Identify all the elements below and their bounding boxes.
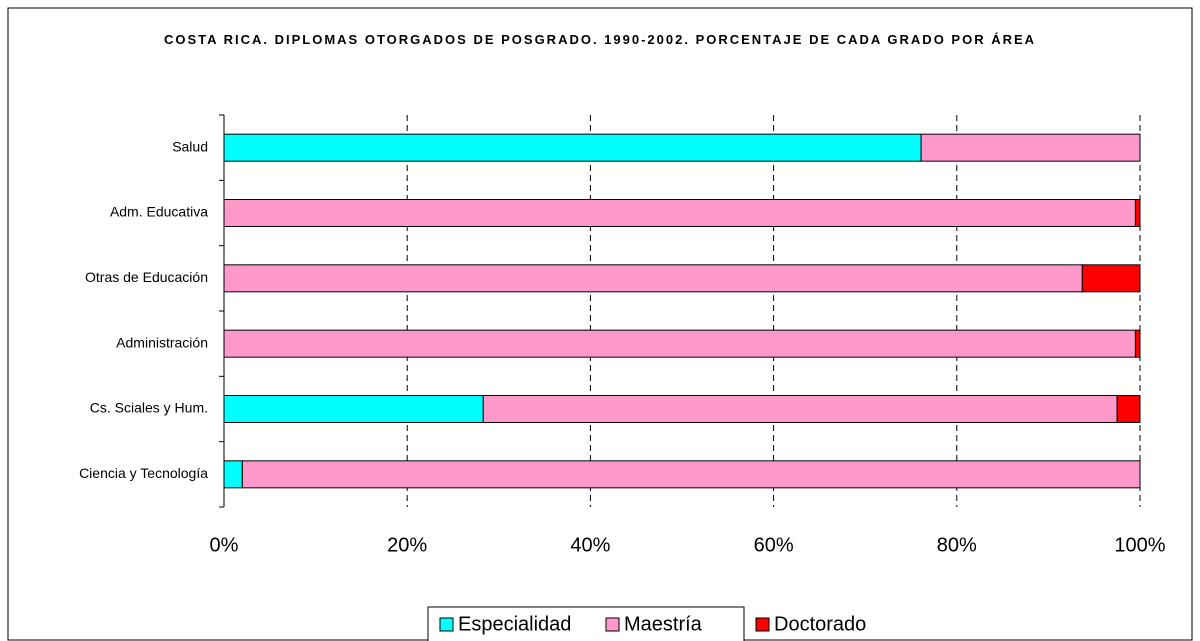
y-tick-label: Cs. Sciales y Hum. <box>90 400 208 416</box>
bar-segment <box>1116 395 1141 423</box>
x-tick-label: 100% <box>1114 534 1165 556</box>
bar-segment <box>1134 329 1141 358</box>
legend-swatch <box>755 617 770 632</box>
legend-label: Especialidad <box>458 613 571 635</box>
bar-segment <box>223 329 1136 358</box>
legend-label: Maestría <box>624 613 703 635</box>
bar-segment <box>241 460 1141 489</box>
bar-segment <box>223 199 1136 227</box>
x-tick-label: 60% <box>754 534 794 556</box>
legend-label: Doctorado <box>774 613 866 635</box>
legend-swatch <box>605 617 620 632</box>
bar-segment <box>223 264 1083 293</box>
bar-segment <box>223 133 922 162</box>
legend-box <box>427 606 745 641</box>
x-tick-label: 40% <box>570 534 610 556</box>
bar-segment <box>223 395 484 423</box>
y-tick-label: Otras de Educación <box>85 269 208 285</box>
y-tick-label: Ciencia y Tecnología <box>79 465 208 481</box>
x-tick-label: 80% <box>937 534 977 556</box>
bar-segment <box>223 460 243 489</box>
legend-swatch <box>439 617 454 632</box>
y-tick-label: Salud <box>172 138 208 154</box>
chart-frame <box>7 7 1193 641</box>
chart-title: COSTA RICA. DIPLOMAS OTORGADOS DE POSGRA… <box>163 32 1037 47</box>
y-tick-label: Adm. Educativa <box>110 204 208 220</box>
bar-segment <box>920 133 1141 162</box>
bar-segment <box>482 395 1118 423</box>
bar-segment <box>1081 264 1141 293</box>
x-tick-label: 20% <box>387 534 427 556</box>
bar-segment <box>1134 199 1141 227</box>
y-tick-label: Administración <box>116 334 208 350</box>
x-tick-label: 0% <box>210 534 239 556</box>
